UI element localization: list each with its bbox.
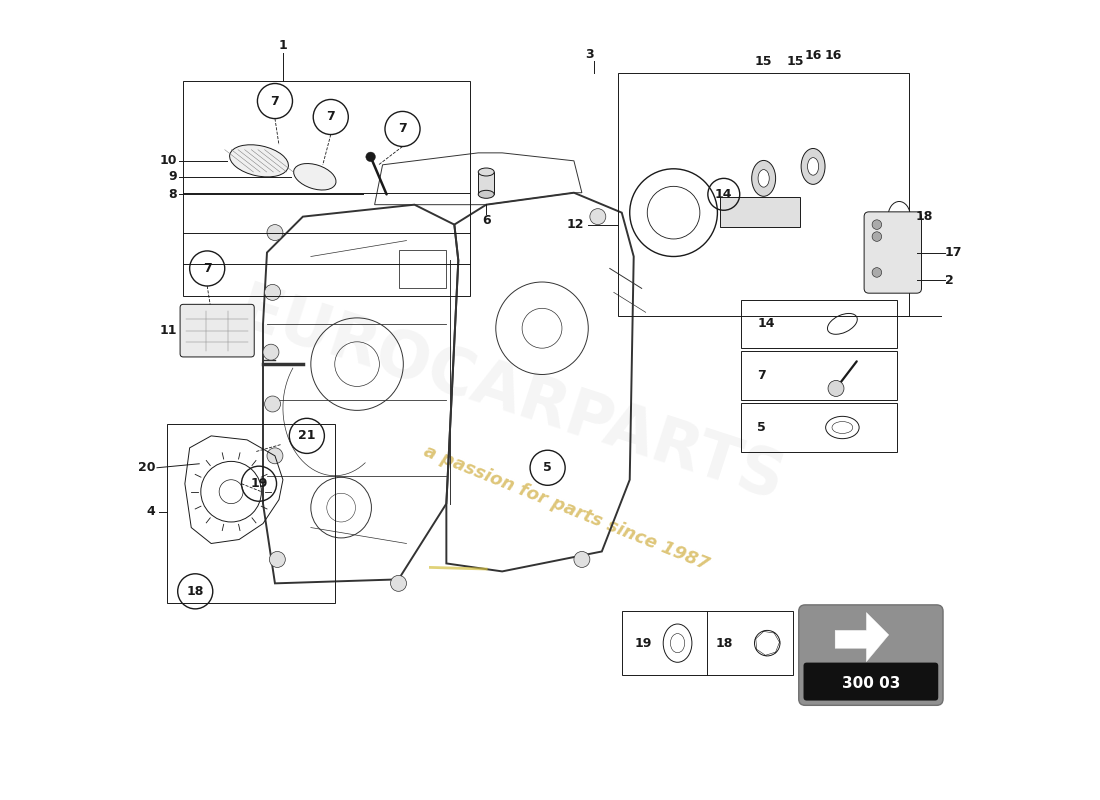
Ellipse shape	[758, 170, 769, 187]
Circle shape	[267, 448, 283, 464]
Text: 15: 15	[755, 54, 772, 68]
Text: 6: 6	[482, 214, 491, 227]
Text: 14: 14	[757, 318, 774, 330]
Polygon shape	[835, 613, 889, 662]
Text: 5: 5	[757, 421, 766, 434]
Text: 15: 15	[786, 54, 804, 68]
Circle shape	[872, 232, 881, 242]
Circle shape	[872, 220, 881, 230]
Text: 3: 3	[585, 48, 594, 62]
Text: 7: 7	[327, 110, 336, 123]
Ellipse shape	[670, 634, 684, 653]
Ellipse shape	[478, 190, 494, 198]
Text: 19: 19	[635, 637, 652, 650]
Text: 8: 8	[168, 188, 177, 201]
FancyBboxPatch shape	[719, 197, 800, 227]
Text: 7: 7	[398, 122, 407, 135]
Text: a passion for parts since 1987: a passion for parts since 1987	[420, 442, 712, 574]
Ellipse shape	[294, 163, 335, 190]
Text: 2: 2	[945, 274, 954, 287]
Ellipse shape	[832, 422, 852, 434]
Circle shape	[366, 152, 375, 162]
Text: 11: 11	[160, 324, 177, 337]
Circle shape	[872, 268, 881, 278]
Ellipse shape	[807, 158, 818, 175]
Text: 4: 4	[146, 505, 155, 518]
Text: 12: 12	[566, 218, 584, 231]
Text: 1: 1	[278, 38, 287, 52]
Circle shape	[265, 285, 280, 300]
Ellipse shape	[751, 161, 776, 196]
Text: 10: 10	[160, 154, 177, 167]
FancyBboxPatch shape	[803, 662, 938, 701]
Text: 7: 7	[757, 369, 766, 382]
Text: 21: 21	[298, 430, 316, 442]
Text: 9: 9	[168, 170, 177, 183]
Circle shape	[574, 551, 590, 567]
Ellipse shape	[478, 168, 494, 176]
Text: 18: 18	[187, 585, 204, 598]
FancyBboxPatch shape	[799, 605, 943, 706]
Text: 300 03: 300 03	[842, 676, 900, 690]
FancyBboxPatch shape	[478, 172, 494, 194]
Text: 19: 19	[251, 478, 267, 490]
Text: 17: 17	[945, 246, 962, 259]
Ellipse shape	[801, 149, 825, 184]
Text: EUROCARPARTS: EUROCARPARTS	[229, 278, 791, 514]
Text: 16: 16	[824, 49, 842, 62]
Text: 5: 5	[543, 462, 552, 474]
Circle shape	[270, 551, 285, 567]
Circle shape	[590, 209, 606, 225]
Circle shape	[267, 225, 283, 241]
Text: 18: 18	[715, 637, 733, 650]
FancyBboxPatch shape	[180, 304, 254, 357]
Ellipse shape	[230, 145, 288, 177]
Circle shape	[265, 396, 280, 412]
Text: 16: 16	[804, 49, 822, 62]
Circle shape	[390, 575, 407, 591]
Text: 14: 14	[715, 188, 733, 201]
Text: 7: 7	[271, 94, 279, 107]
Text: 7: 7	[202, 262, 211, 275]
FancyBboxPatch shape	[865, 212, 922, 293]
Circle shape	[828, 381, 844, 397]
Text: 20: 20	[138, 462, 155, 474]
Circle shape	[263, 344, 279, 360]
Text: 18: 18	[915, 210, 933, 223]
